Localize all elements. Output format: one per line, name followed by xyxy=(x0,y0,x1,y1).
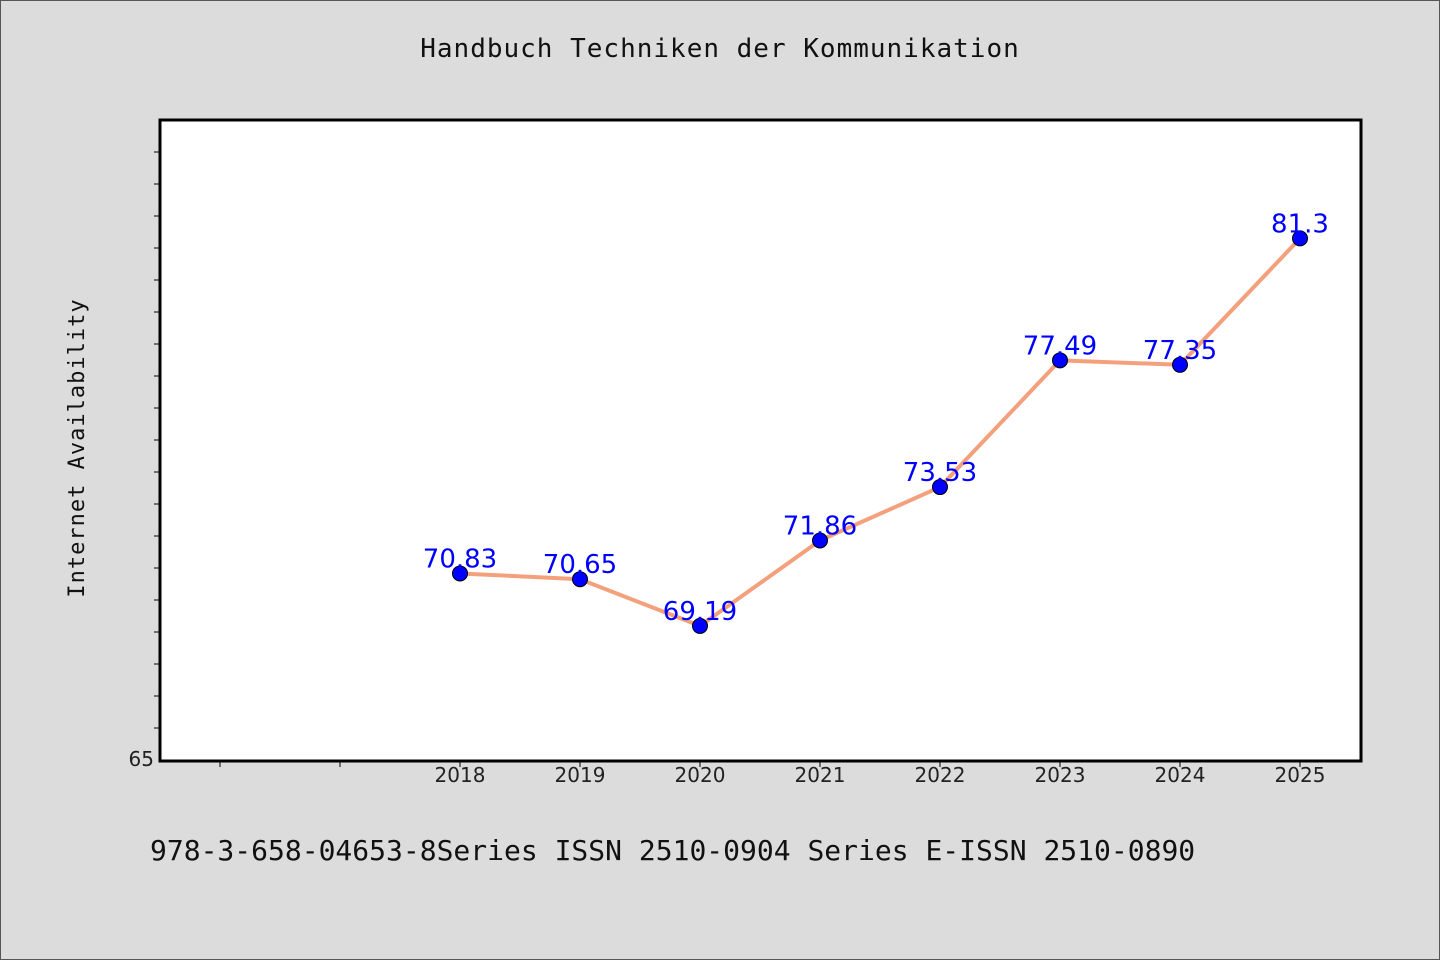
x-tick-label: 2020 xyxy=(675,763,726,787)
data-label: 70.83 xyxy=(423,544,497,574)
data-point xyxy=(1172,356,1188,373)
data-point xyxy=(812,532,828,549)
data-point xyxy=(1292,230,1308,247)
y-tick-label: 65 xyxy=(129,747,154,771)
data-point xyxy=(1052,352,1068,369)
data-point xyxy=(932,479,948,496)
data-point xyxy=(452,565,468,582)
data-label: 81.3 xyxy=(1271,209,1329,239)
plot-area xyxy=(158,118,1363,763)
chart-title: Handbuch Techniken der Kommunikation xyxy=(420,34,1020,64)
x-tick-label: 2021 xyxy=(795,763,846,787)
data-label: 69.19 xyxy=(663,597,737,627)
x-tick-label: 2019 xyxy=(555,763,606,787)
data-point xyxy=(572,571,588,588)
x-tick-label: 2023 xyxy=(1035,763,1086,787)
y-axis-label: Internet Availability xyxy=(65,298,90,597)
x-axis-ticks: 2018 2019 2020 2021 2022 2023 2024 2025 xyxy=(219,760,1326,787)
x-tick-label: 2018 xyxy=(435,763,486,787)
data-label: 71.86 xyxy=(783,511,857,541)
x-tick-label: 2025 xyxy=(1275,763,1326,787)
series-layer: 70.83 70.65 69.19 71.86 73.53 77.49 77.35 81.3 xyxy=(423,209,1329,634)
data-label: 77.49 xyxy=(1023,331,1097,361)
x-tick-label: 2022 xyxy=(915,763,966,787)
data-point xyxy=(692,617,708,634)
x-tick-label: 2024 xyxy=(1155,763,1206,787)
data-label: 77.35 xyxy=(1143,336,1217,366)
footer-isbn-note: 978-3-658-04653-8Series ISSN 2510-0904 S… xyxy=(150,834,1196,867)
data-label: 70.65 xyxy=(543,550,617,580)
data-label: 73.53 xyxy=(903,458,977,488)
series-line xyxy=(459,237,1302,628)
y-axis-ticks: 65 xyxy=(129,151,160,771)
